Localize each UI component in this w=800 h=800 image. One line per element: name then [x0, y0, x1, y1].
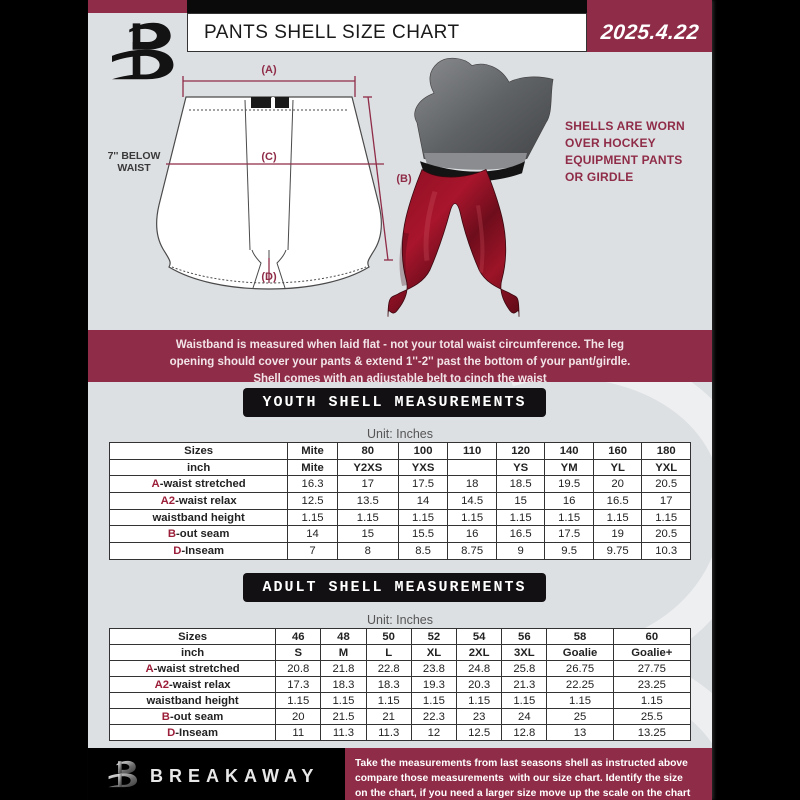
svg-text:(B): (B) — [396, 173, 412, 185]
